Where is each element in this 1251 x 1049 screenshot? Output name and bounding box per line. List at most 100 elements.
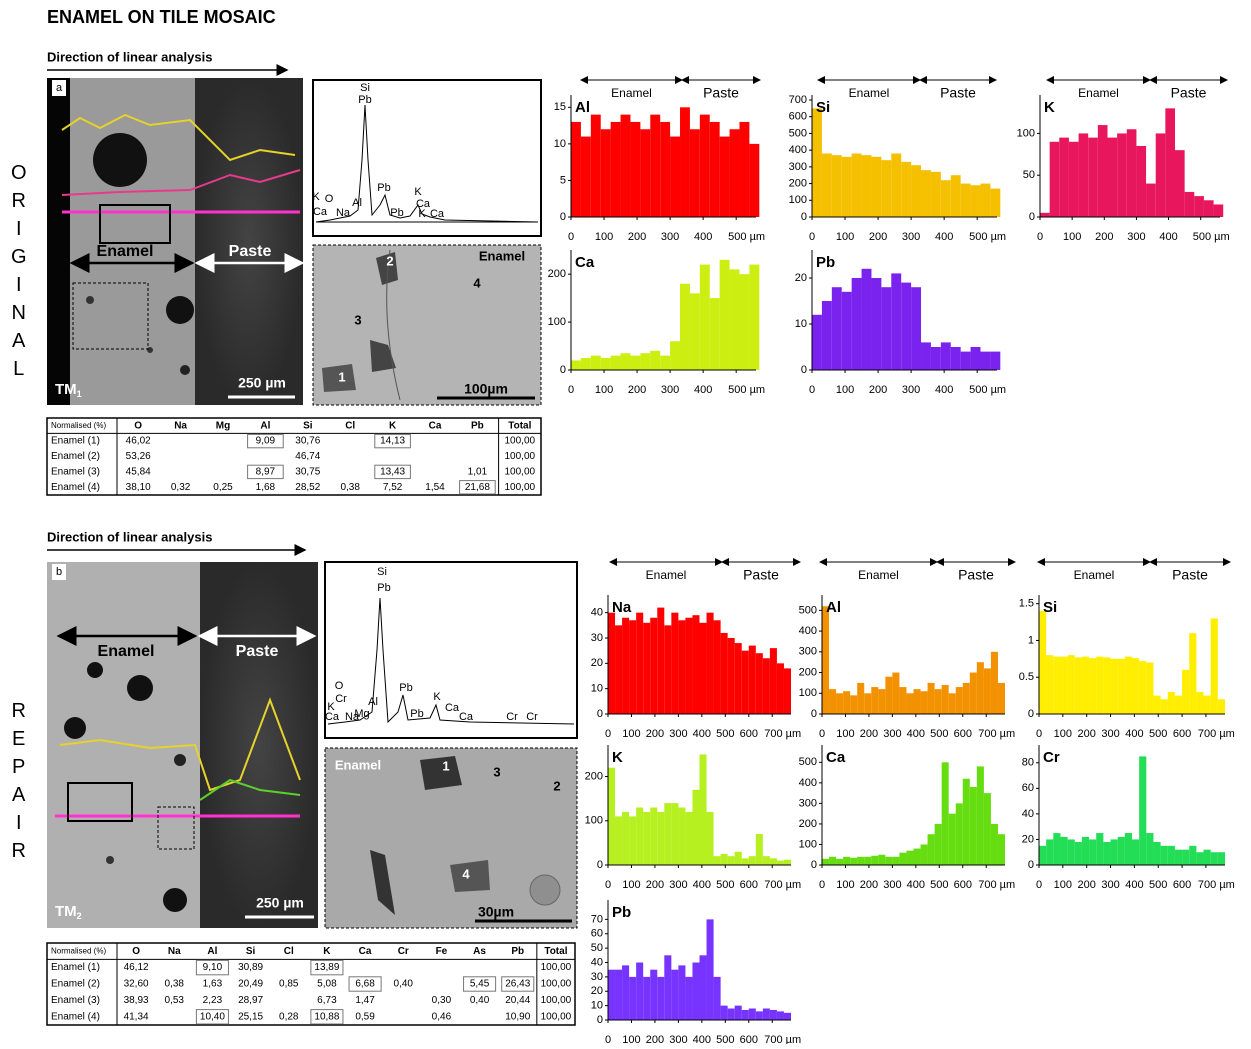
y-tick-label: 20 (591, 657, 603, 669)
line-scan (812, 108, 1001, 217)
scan-bar (892, 672, 900, 714)
table-header: As (473, 946, 486, 957)
scan-bar (885, 856, 893, 865)
y-tick-label: 20 (591, 985, 603, 997)
scan-bar (657, 976, 665, 1020)
scan-bar (630, 121, 641, 217)
element-label: Ca (575, 254, 595, 271)
table-cell: 20,44 (505, 995, 530, 1006)
table-cell: Enamel (4) (51, 1011, 100, 1022)
table-cell: 46,02 (126, 436, 151, 447)
scan-bar (664, 955, 672, 1020)
scan-bar (692, 962, 700, 1020)
scan-bar (671, 969, 679, 1020)
scan-bar (960, 183, 971, 217)
scan-bar (941, 684, 949, 714)
x-tick-label: 200 (869, 384, 887, 396)
scan-bar (885, 676, 893, 714)
x-tick-label: 100 (622, 1034, 640, 1044)
peak-label: Ca (430, 208, 445, 220)
scan-bar (1167, 845, 1175, 865)
y-tick-label: 500 (789, 127, 807, 139)
scan-bar (600, 129, 611, 217)
scan-bar (670, 136, 681, 217)
scan-bar (864, 856, 872, 865)
sample-index: 2 (77, 911, 82, 921)
scan-bar (636, 612, 644, 714)
scan-bar (1196, 852, 1204, 865)
scan-bar (934, 823, 942, 865)
scan-bar (948, 693, 956, 714)
scan-bar (836, 858, 844, 865)
peak-label: Pb (377, 182, 390, 194)
table-header: Si (246, 946, 256, 957)
table-cell: 7,52 (383, 482, 403, 493)
y-tick-label: 5 (560, 174, 566, 186)
y-tick-label: 100 (548, 316, 566, 328)
table-cell: 10,40 (200, 1011, 225, 1022)
element-label: Na (612, 599, 632, 616)
line-scan (571, 107, 760, 217)
x-tick-label: 200 (860, 879, 878, 891)
scan-bar (755, 1011, 763, 1020)
table-cell: 21,68 (465, 482, 490, 493)
table-header: Normalised (%) (51, 946, 106, 955)
scan-bar (706, 811, 714, 865)
scan-bar (1210, 618, 1218, 714)
scan-bar (831, 155, 842, 217)
table-cell: 46,74 (295, 451, 320, 462)
scan-bar (660, 355, 671, 370)
peak-label: K (327, 701, 335, 713)
scan-bar (955, 687, 963, 714)
table-header: O (134, 420, 142, 431)
y-tick-label: 40 (591, 956, 603, 968)
scan-enamel-label: Enamel (611, 86, 652, 100)
scan-bar (940, 180, 951, 217)
scan-bar (970, 347, 981, 370)
x-tick-label: 400 (694, 231, 712, 243)
scan-bar (739, 274, 750, 370)
peak-label: Ca (459, 711, 474, 723)
element-label: Pb (612, 904, 631, 921)
scan-bar (990, 823, 998, 865)
scan-bar (610, 355, 621, 370)
y-tick-label: 100 (1017, 127, 1035, 139)
scan-bar (729, 129, 740, 217)
table-header: Na (168, 946, 181, 957)
scan-bar (829, 856, 837, 865)
scan-bar (906, 850, 914, 865)
table-header: K (389, 420, 397, 431)
scan-bar (1096, 833, 1104, 865)
table-cell: Enamel (4) (51, 482, 100, 493)
line-scan (822, 606, 1005, 714)
x-tick-label: 600 (954, 728, 972, 740)
scan-bar (689, 293, 700, 370)
scan-bar (861, 268, 872, 370)
table-cell: 0,32 (171, 482, 191, 493)
scan-bar (650, 617, 658, 714)
scan-bar (699, 754, 707, 865)
y-tick-label: 1.5 (1019, 598, 1034, 610)
table-header: Total (544, 946, 567, 957)
scan-bar (749, 143, 760, 217)
x-tick-label: 0 (809, 384, 815, 396)
scan-bar (1182, 849, 1190, 865)
scan-bar (940, 342, 951, 370)
x-tick-label: 200 (646, 1034, 664, 1044)
scan-bar (1107, 137, 1118, 217)
table-cell: Enamel (3) (51, 467, 100, 478)
table-cell: 5,08 (317, 979, 337, 990)
scan-bar (1155, 133, 1166, 217)
scan-bar (871, 278, 882, 370)
scan-bar (1153, 842, 1161, 865)
scan-bar (1213, 204, 1224, 217)
line-scan (812, 268, 1001, 370)
scan-bar (727, 856, 735, 865)
scan-bar (1160, 699, 1168, 714)
scan-bar (1196, 691, 1204, 714)
scan-bar (841, 291, 852, 370)
y-tick-label: 50 (591, 942, 603, 954)
scan-bar (650, 969, 658, 1020)
scan-bar (720, 632, 728, 714)
line-scan (571, 259, 760, 370)
